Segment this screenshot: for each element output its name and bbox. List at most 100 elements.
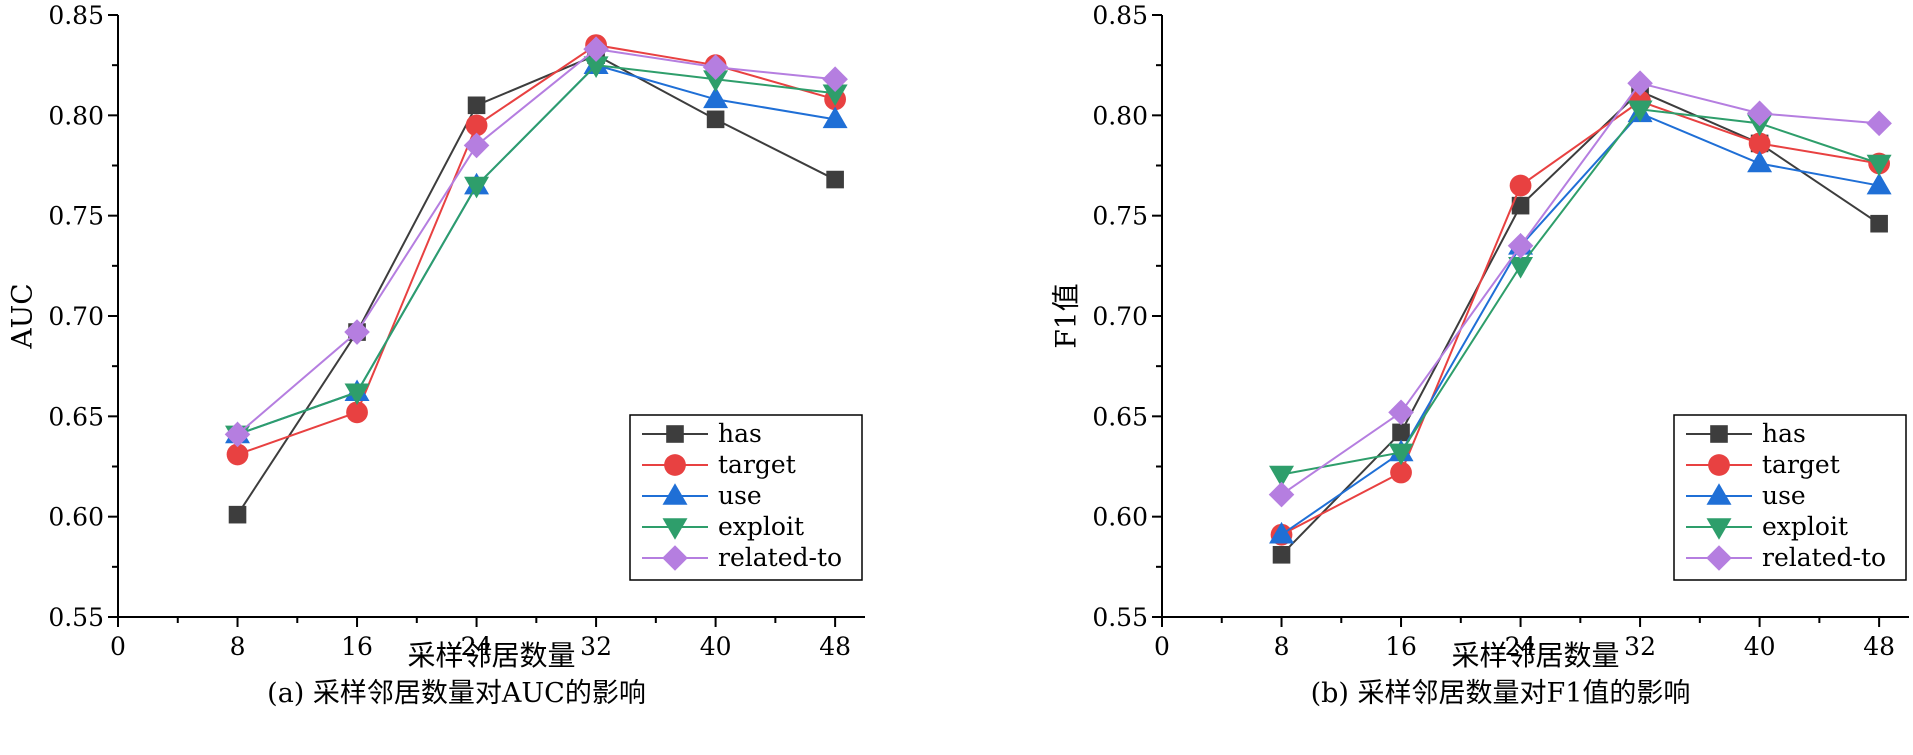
x-tick-label: 24 xyxy=(461,632,493,661)
chart-f1: 0.55 0.60 0.65 0.70 0.75 0.80 0.85 0 8 16 24 32 40 48… xyxy=(1050,1,1909,709)
x-tick-label: 16 xyxy=(341,632,373,661)
y-axis-title: F1值 xyxy=(1050,283,1083,348)
x-tick-label: 8 xyxy=(1274,632,1290,661)
data-point-exploit xyxy=(1627,100,1653,123)
series-line-has xyxy=(236,54,836,516)
legend-label-has: has xyxy=(718,419,762,448)
data-point-has xyxy=(228,505,247,524)
series-line-target xyxy=(1281,100,1880,536)
legend-label-use: use xyxy=(718,481,762,510)
y-tick-label: 0.70 xyxy=(1092,302,1148,331)
legend-marker-has xyxy=(1710,425,1728,443)
series-line-target xyxy=(237,44,836,456)
data-point-target xyxy=(346,401,368,424)
series-exploit xyxy=(225,56,848,448)
series-related-to xyxy=(1268,70,1892,508)
x-axis-title: 采样邻居数量 xyxy=(1451,639,1619,672)
figure-caption: (a) 采样邻居数量对AUC的影响 xyxy=(267,678,646,709)
y-tick-label: 0.65 xyxy=(1092,402,1148,431)
series-related-to xyxy=(224,36,848,448)
x-tick-label: 40 xyxy=(700,632,732,661)
legend-label-exploit: exploit xyxy=(1762,512,1848,541)
data-point-exploit xyxy=(822,84,848,107)
x-tick-label: 16 xyxy=(1385,632,1417,661)
data-point-exploit xyxy=(1866,154,1892,177)
data-point-use xyxy=(1269,521,1294,544)
data-point-exploit xyxy=(703,70,729,93)
x-tick-label: 0 xyxy=(110,632,126,661)
y-tick-label: 0.60 xyxy=(1092,503,1148,532)
x-tick-label: 48 xyxy=(1863,632,1895,661)
legend-label-target: target xyxy=(1762,450,1840,479)
chart-auc: 0.55 0.60 0.65 0.70 0.75 0.80 0.85 0 8 16 24 32 40 48… xyxy=(6,1,865,709)
y-tick-label: 0.85 xyxy=(1092,1,1148,30)
x-tick-label: 0 xyxy=(1154,632,1170,661)
series-target xyxy=(226,34,846,466)
y-tick-label: 0.75 xyxy=(48,202,104,231)
data-point-has xyxy=(1392,423,1410,442)
data-point-has xyxy=(467,96,486,115)
data-point-has xyxy=(1272,545,1291,564)
data-point-target xyxy=(1509,174,1532,197)
x-axis-title: 采样邻居数量 xyxy=(407,639,575,672)
legend-marker-has xyxy=(666,425,684,443)
y-tick-label: 0.80 xyxy=(48,101,104,130)
legend-label-exploit: exploit xyxy=(718,512,804,541)
data-point-use xyxy=(703,86,729,109)
legend-marker-target xyxy=(664,454,686,476)
data-point-exploit xyxy=(1388,443,1414,466)
y-tick-label: 0.60 xyxy=(48,503,104,532)
y-tick-label: 0.75 xyxy=(1092,202,1148,231)
legend-marker-related-to xyxy=(662,545,688,571)
legend-marker-exploit xyxy=(1706,518,1732,540)
data-point-related-to xyxy=(583,36,609,62)
y-tick-label: 0.85 xyxy=(48,1,104,30)
legend-label-related-to: related-to xyxy=(718,543,842,572)
series-line-exploit xyxy=(237,64,836,436)
series-line-related-to xyxy=(1280,82,1880,496)
data-point-target xyxy=(1390,461,1412,484)
data-point-has xyxy=(1870,214,1888,233)
x-tick-label: 32 xyxy=(1624,632,1656,661)
data-point-related-to xyxy=(1746,100,1773,127)
series-line-use xyxy=(1280,112,1880,536)
series-line-has xyxy=(1280,90,1880,556)
data-point-use xyxy=(1747,150,1773,173)
series-exploit xyxy=(1269,100,1892,488)
data-point-related-to xyxy=(1866,110,1892,137)
data-point-target xyxy=(465,114,488,137)
legend-label-use: use xyxy=(1762,481,1806,510)
legend-marker-use xyxy=(1706,483,1732,505)
series-line-exploit xyxy=(1281,108,1880,476)
x-tick-label: 32 xyxy=(580,632,612,661)
data-point-related-to xyxy=(1507,232,1534,259)
data-point-exploit xyxy=(1269,465,1294,488)
data-point-exploit xyxy=(583,56,609,78)
data-point-exploit xyxy=(1508,257,1534,279)
data-point-related-to xyxy=(1388,399,1414,426)
legend-label-target: target xyxy=(718,450,796,479)
x-tick-label: 48 xyxy=(819,632,851,661)
data-point-exploit xyxy=(344,383,370,406)
data-point-has xyxy=(706,110,725,129)
data-point-exploit xyxy=(464,176,490,199)
series-use xyxy=(225,52,848,444)
data-point-related-to xyxy=(822,66,848,93)
data-point-has xyxy=(826,170,844,189)
data-point-related-to xyxy=(702,54,729,80)
legend-marker-use xyxy=(662,483,688,505)
y-tick-label: 0.55 xyxy=(1092,603,1148,632)
data-point-use xyxy=(1866,172,1892,195)
y-axis-title: AUC xyxy=(6,283,39,349)
legend-label-related-to: related-to xyxy=(1762,543,1886,572)
legend-marker-target xyxy=(1708,454,1730,476)
data-point-target xyxy=(1748,132,1771,155)
y-tick-label: 0.55 xyxy=(48,603,104,632)
x-tick-label: 8 xyxy=(230,632,246,661)
data-point-related-to xyxy=(1627,70,1653,97)
y-tick-label: 0.65 xyxy=(48,402,104,431)
data-point-related-to xyxy=(224,421,251,448)
